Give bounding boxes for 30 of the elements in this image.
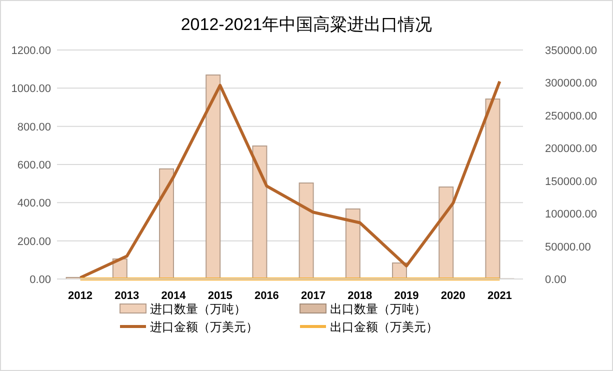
y-tick-label: 1200.00 [11,45,51,57]
y2-tick-label: 300000.00 [545,78,597,90]
y-tick-label: 1000.00 [11,83,51,96]
x-tick-label: 2019 [394,290,419,302]
x-tick-label: 2016 [254,290,279,302]
legend-label: 出口金额（万美元） [330,320,438,334]
y-tick-label: 800.00 [17,121,51,134]
legend-label: 进口金额（万美元） [150,320,258,334]
y2-tick-label: 250000.00 [545,110,597,122]
x-tick-label: 2017 [301,290,326,302]
x-tick-label: 2021 [487,290,512,302]
y-tick-label: 0.00 [30,274,51,286]
chart-title: 2012-2021年中国高粱进出口情况 [180,15,432,34]
x-tick-label: 2012 [68,290,93,302]
y2-tick-label: 0.00 [545,274,566,286]
y2-tick-label: 50000.00 [545,241,591,254]
x-tick-label: 2020 [440,290,466,302]
legend-label: 进口数量（万吨） [150,302,246,316]
y2-tick-label: 200000.00 [545,143,597,156]
x-tick-label: 2014 [161,290,187,302]
y-tick-label: 400.00 [17,198,51,210]
y2-tick-label: 100000.00 [545,208,597,221]
y2-tick-label: 350000.00 [545,45,597,57]
legend-label: 出口数量（万吨） [330,302,426,316]
y-tick-label: 600.00 [17,160,51,172]
y-tick-label: 200.00 [17,236,51,248]
y2-tick-label: 150000.00 [545,176,597,188]
x-tick-label: 2018 [348,290,372,302]
x-tick-label: 2015 [208,290,232,302]
x-tick-label: 2013 [114,290,140,302]
